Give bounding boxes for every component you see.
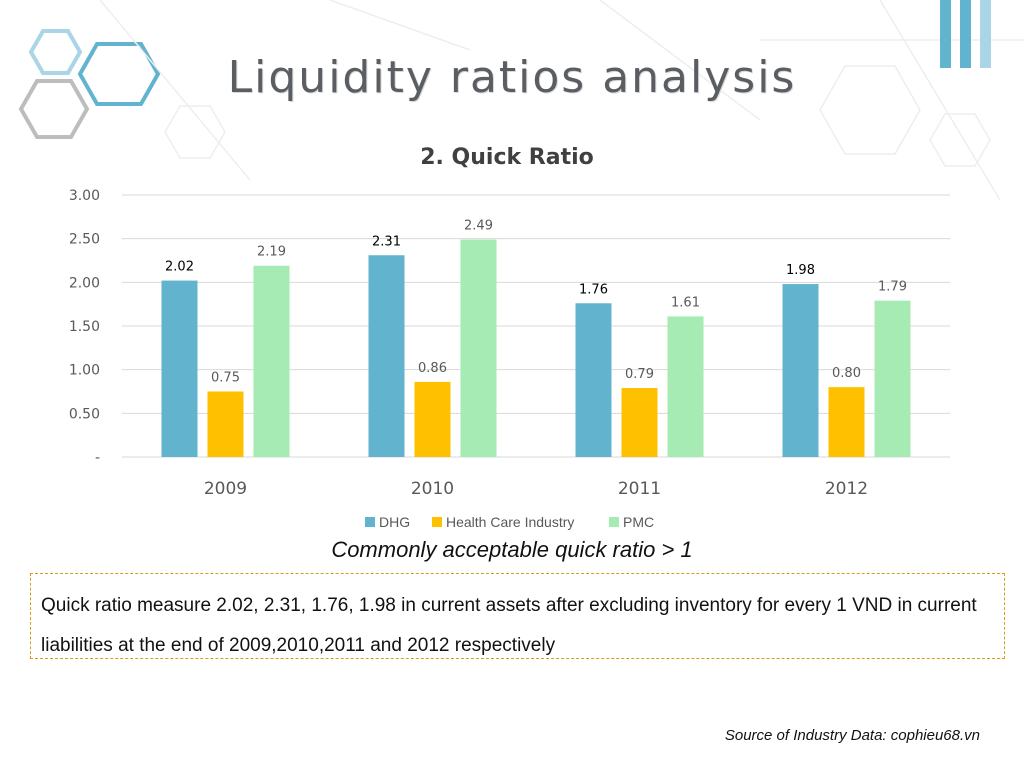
bar	[782, 284, 819, 457]
legend-swatch	[365, 517, 375, 527]
explanation-textbox: Quick ratio measure 2.02, 2.31, 1.76, 1.…	[30, 573, 1005, 659]
data-label: 1.76	[579, 282, 608, 297]
x-tick-label: 2011	[618, 479, 661, 499]
data-label: 1.98	[786, 263, 815, 278]
x-tick-label: 2012	[825, 479, 868, 499]
legend-label: PMC	[623, 514, 654, 530]
bar	[368, 255, 405, 457]
data-label: 0.75	[211, 371, 240, 386]
legend-label: Health Care Industry	[446, 514, 574, 530]
acceptable-ratio-note: Commonly acceptable quick ratio > 1	[331, 537, 693, 562]
data-label: 0.79	[625, 367, 654, 382]
y-tick-label: 2.00	[69, 275, 100, 291]
chart-title: 2. Quick Ratio	[420, 145, 594, 170]
accent-bar	[940, 0, 951, 68]
y-tick-label: 3.00	[69, 188, 100, 204]
accent-bar	[980, 0, 991, 68]
hexagon-icon	[77, 42, 161, 106]
data-label: 1.61	[671, 295, 700, 310]
accent-bar	[960, 0, 971, 68]
data-label: 0.86	[418, 361, 447, 376]
bar	[874, 300, 911, 457]
bar	[253, 265, 290, 457]
bar	[621, 388, 658, 457]
bar	[828, 387, 865, 457]
hexagon-icon	[18, 79, 90, 139]
quick-ratio-chart: 2. Quick Ratio - 0.50 1.00 1.50 2.00 2.50 3.00 2…	[69, 145, 950, 530]
data-label: 2.49	[464, 219, 493, 234]
data-label: 1.79	[878, 280, 907, 295]
bar	[667, 316, 704, 457]
y-tick-label: 1.00	[69, 363, 100, 379]
legend-label: DHG	[379, 514, 410, 530]
y-tick-label: 0.50	[69, 406, 100, 422]
bar	[207, 391, 244, 457]
source-note: Source of Industry Data: cophieu68.vn	[724, 727, 980, 744]
data-label: 2.02	[165, 260, 194, 275]
y-tick-label: 2.50	[69, 232, 100, 248]
x-tick-label: 2009	[204, 479, 247, 499]
x-tick-label: 2010	[411, 479, 454, 499]
legend-swatch	[432, 517, 442, 527]
bar	[460, 239, 497, 457]
data-label: 2.31	[372, 234, 401, 249]
slide-title: Liquidity ratios analysis	[227, 52, 797, 103]
legend-swatch	[609, 517, 619, 527]
hexagon-icon	[28, 29, 83, 75]
bar	[575, 303, 612, 457]
bar	[161, 280, 198, 457]
y-tick-label: -	[95, 450, 100, 466]
y-tick-label: 1.50	[69, 319, 100, 335]
data-label: 0.80	[832, 366, 861, 381]
bar	[414, 381, 451, 457]
data-label: 2.19	[257, 245, 286, 260]
